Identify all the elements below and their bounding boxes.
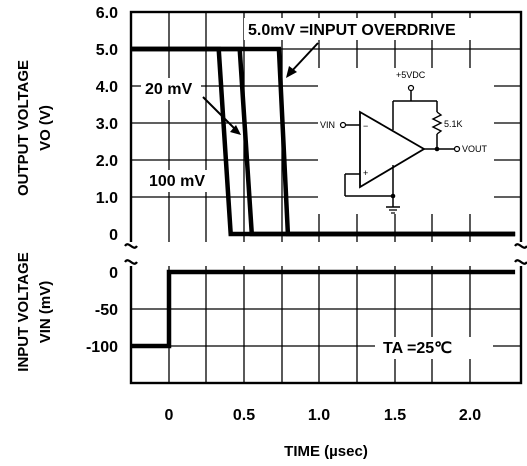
output-trace-2 — [131, 46, 516, 237]
y-tick-in-100: -100 — [86, 339, 118, 356]
y-tick-in-0: 0 — [109, 265, 118, 282]
y-axis-unit-output: VO (V) — [37, 105, 54, 151]
vin-label: VIN — [320, 120, 335, 130]
y-label-output: OUTPUT VOLTAGE VO (V) — [15, 60, 54, 196]
y-tick-5: 5.0 — [96, 42, 118, 59]
resistor-label: 5.1K — [444, 119, 463, 129]
arrow-20mv-head — [230, 125, 241, 135]
arrow-5mv-head — [286, 66, 297, 78]
annotation-20mv: 20 mV — [145, 81, 192, 98]
y-tick-in-50: -50 — [95, 302, 118, 319]
y-tick-0: 0 — [109, 227, 118, 244]
y-axis-label-input: INPUT VOLTAGE — [15, 252, 32, 371]
y-axis-unit-input: VIN (mV) — [37, 281, 54, 344]
plus-input-sign: + — [363, 168, 368, 178]
x-tick-0: 0 — [165, 407, 174, 424]
annotation-100mv: 100 mV — [149, 173, 205, 190]
x-tick-0.5: 0.5 — [233, 407, 255, 424]
y-tick-3: 3.0 — [96, 116, 118, 133]
annotation-5mv: 5.0mV =INPUT OVERDRIVE — [248, 22, 456, 39]
ambient-temperature-label: TA =25℃ — [383, 340, 452, 357]
x-tick-1.5: 1.5 — [384, 407, 406, 424]
y-tick-4: 4.0 — [96, 79, 118, 96]
y-label-input: INPUT VOLTAGE VIN (mV) — [15, 252, 54, 371]
comparator-icon — [359, 110, 426, 189]
input-trace-0 — [131, 269, 516, 349]
y-tick-1: 1.0 — [96, 190, 118, 207]
y-tick-2: 2.0 — [96, 153, 118, 170]
supply-label: +5VDC — [396, 70, 426, 80]
resistor-icon — [431, 111, 443, 135]
x-tick-1.0: 1.0 — [308, 407, 330, 424]
x-axis-label: TIME (µsec) — [284, 443, 368, 460]
y-ticks-output: 6.0 5.0 4.0 3.0 2.0 1.0 0 — [96, 5, 118, 244]
arrow-20mv-line — [202, 96, 237, 131]
minus-input-sign: − — [363, 121, 368, 131]
y-ticks-input: 0 -50 -100 — [86, 265, 118, 356]
traces — [131, 46, 516, 349]
arrow-5mv-line — [289, 42, 319, 74]
y-tick-6: 6.0 — [96, 5, 118, 22]
vout-label: VOUT — [462, 144, 488, 154]
y-axis-label-output: OUTPUT VOLTAGE — [15, 60, 32, 196]
plot-frame — [124, 10, 527, 385]
x-ticks: 0 0.5 1.0 1.5 2.0 — [165, 407, 482, 424]
x-tick-2.0: 2.0 — [459, 407, 481, 424]
comparator-schematic: − + VIN +5VDC 5.1K VOUT — [318, 68, 494, 214]
